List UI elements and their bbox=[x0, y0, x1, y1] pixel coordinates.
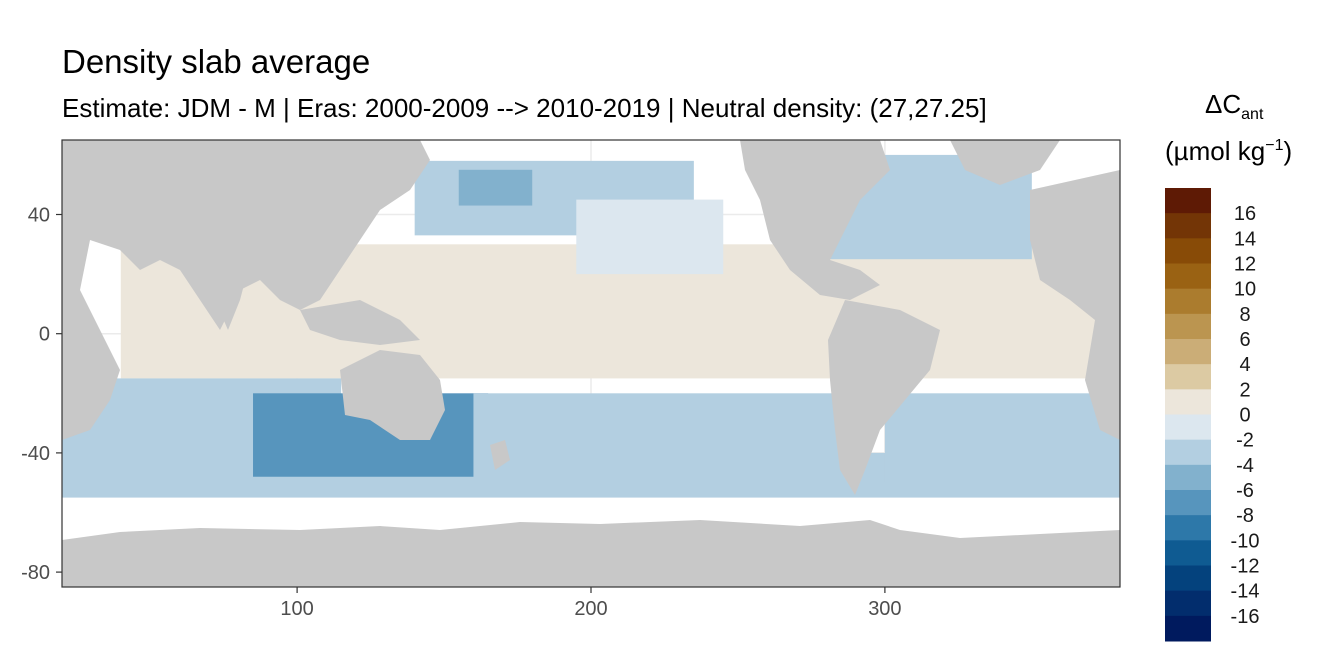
legend-title: ΔCant bbox=[1205, 89, 1264, 123]
ocean-heatmap bbox=[62, 140, 1120, 587]
india bbox=[210, 260, 250, 330]
legend-bin bbox=[1165, 490, 1211, 516]
ocean-region-southern-pacific bbox=[473, 393, 856, 483]
legend-bin bbox=[1165, 439, 1211, 466]
legend-labels: 16 14 12 10 8 6 4 2 0 -2 -4 -6 -8 -10 -12 -14 -16 bbox=[1231, 203, 1260, 628]
y-tick-label: -80 bbox=[21, 562, 50, 584]
legend-unit: (µmol kg−1) bbox=[1165, 136, 1292, 166]
legend-label: -14 bbox=[1231, 581, 1260, 603]
legend-label: -2 bbox=[1236, 430, 1254, 452]
asia bbox=[62, 140, 430, 330]
south-america bbox=[828, 300, 940, 495]
legend-bin bbox=[1165, 540, 1211, 566]
legend-bin bbox=[1165, 464, 1211, 491]
legend-label: 16 bbox=[1234, 203, 1256, 225]
legend-bin bbox=[1165, 515, 1211, 541]
legend-label: 8 bbox=[1239, 304, 1250, 326]
indonesia bbox=[300, 300, 420, 345]
x-tick-label: 300 bbox=[868, 598, 901, 620]
europe-africa-east bbox=[1030, 170, 1120, 440]
legend-colorbar bbox=[1165, 188, 1211, 642]
australia bbox=[340, 350, 445, 440]
legend-bin bbox=[1165, 288, 1211, 315]
legend-bin bbox=[1165, 414, 1211, 441]
chart-title: Density slab average bbox=[62, 43, 371, 80]
legend-bin bbox=[1165, 339, 1211, 365]
legend-label: 10 bbox=[1234, 279, 1256, 301]
legend-label: 12 bbox=[1234, 254, 1256, 276]
legend-label: 2 bbox=[1239, 379, 1250, 401]
x-tick-label: 100 bbox=[280, 598, 313, 620]
legend-label: -16 bbox=[1231, 606, 1260, 628]
north-america bbox=[740, 140, 890, 300]
y-tick-label: 40 bbox=[28, 205, 50, 227]
color-legend: ΔCant (µmol kg−1) 16 14 12 10 8 6 4 2 0 -2 -4 -6 -8 -… bbox=[1165, 89, 1292, 642]
legend-bin bbox=[1165, 389, 1211, 415]
legend-bin bbox=[1165, 313, 1211, 340]
antarctica bbox=[62, 520, 1120, 587]
ocean-cells bbox=[62, 154, 1120, 498]
ocean-region-southern-atlantic bbox=[884, 393, 1120, 483]
legend-label: -6 bbox=[1236, 480, 1254, 502]
axis-ticks bbox=[56, 213, 886, 593]
chart-subtitle: Estimate: JDM - M | Eras: 2000-2009 --> … bbox=[62, 93, 987, 123]
ocean-region-california-current bbox=[576, 199, 724, 275]
greenland bbox=[950, 140, 1060, 185]
legend-bin bbox=[1165, 213, 1211, 239]
legend-bin bbox=[1165, 188, 1211, 214]
legend-label: -12 bbox=[1231, 556, 1260, 578]
legend-label: 6 bbox=[1239, 329, 1250, 351]
y-tick-label: -40 bbox=[21, 443, 50, 465]
legend-bin bbox=[1165, 238, 1211, 264]
new-zealand bbox=[490, 440, 510, 470]
legend-label: -8 bbox=[1236, 505, 1254, 527]
legend-label: 4 bbox=[1239, 354, 1250, 376]
legend-label: 14 bbox=[1234, 228, 1256, 250]
x-tick-label: 200 bbox=[574, 598, 607, 620]
y-tick-label: 0 bbox=[39, 324, 50, 346]
land-masses bbox=[62, 140, 1120, 587]
legend-bin bbox=[1165, 615, 1211, 642]
ocean-region-kuroshio-core bbox=[458, 169, 533, 206]
legend-bin bbox=[1165, 364, 1211, 390]
legend-bin bbox=[1165, 590, 1211, 617]
legend-bin bbox=[1165, 263, 1211, 290]
legend-label: -10 bbox=[1231, 530, 1260, 552]
legend-bin bbox=[1165, 565, 1211, 592]
legend-label: 0 bbox=[1239, 405, 1250, 427]
legend-label: -4 bbox=[1236, 455, 1254, 477]
